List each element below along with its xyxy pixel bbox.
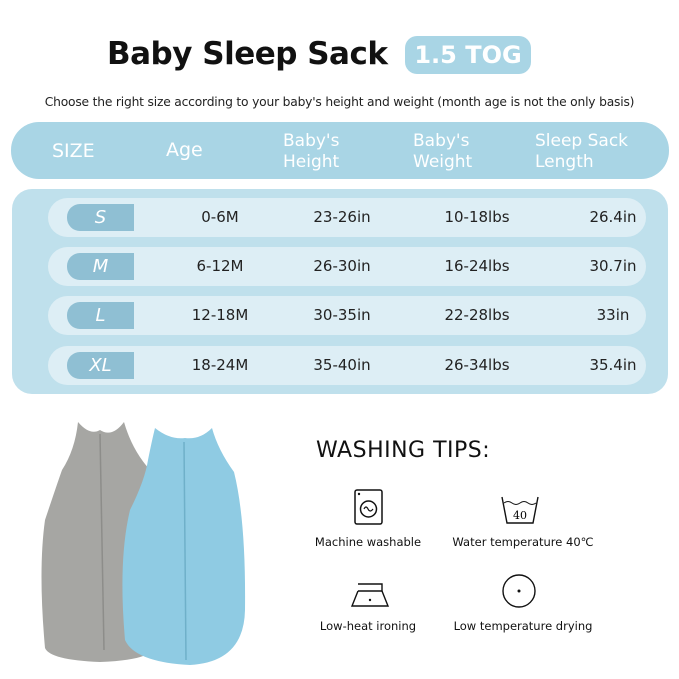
length-cell: 33in: [596, 306, 630, 324]
size-label: XL: [67, 352, 134, 379]
tumble-dry-low-icon: [502, 574, 536, 608]
age-cell: 12-18M: [191, 306, 249, 324]
page-title: Baby Sleep Sack: [107, 36, 388, 72]
header-length-line2: Length: [535, 152, 594, 172]
weight-cell: 16-24lbs: [444, 257, 510, 275]
washing-tips-title: WASHING TIPS:: [316, 438, 491, 463]
blue-sleep-sack: [122, 428, 246, 665]
wash-temp-value: 40: [513, 509, 527, 522]
header-height-line1: Baby's: [283, 131, 340, 151]
header-length-line1: Sleep Sack: [535, 131, 629, 151]
tip-low-temperature-drying: Low temperature drying: [453, 619, 593, 633]
wash-basin-40-icon: 40: [501, 496, 539, 524]
tip-water-temperature: Water temperature 40℃: [452, 535, 594, 549]
header-height: Baby's Height: [283, 131, 339, 173]
header-height-line2: Height: [283, 152, 340, 172]
size-table-header: SIZE Age Baby's Height Baby's Weight Sleep…: [11, 122, 669, 179]
weight-cell: 22-28lbs: [444, 306, 510, 324]
length-cell: 30.7in: [589, 257, 637, 275]
washing-machine-icon: [354, 489, 383, 525]
header-length: Sleep Sack Length: [535, 131, 628, 173]
size-guide-subtitle: Choose the right size according to your …: [44, 95, 635, 109]
length-cell: 35.4in: [589, 356, 637, 374]
header-weight: Baby's Weight: [413, 131, 472, 173]
height-cell: 26-30in: [313, 257, 371, 275]
tip-low-heat-ironing: Low-heat ironing: [319, 619, 417, 633]
sleep-sack-product-image: [41, 422, 246, 665]
table-row: M 6-12M 26-30in 16-24lbs 30.7in: [48, 247, 646, 286]
table-row: S 0-6M 23-26in 10-18lbs 26.4in: [48, 198, 646, 237]
size-table-body: S 0-6M 23-26in 10-18lbs 26.4in M 6-12M 2…: [12, 189, 668, 394]
weight-cell: 26-34lbs: [444, 356, 510, 374]
length-cell: 26.4in: [589, 208, 637, 226]
iron-low-heat-icon: [350, 583, 390, 607]
size-label: S: [67, 204, 134, 231]
header-weight-line1: Baby's: [413, 131, 470, 151]
header-age: Age: [166, 139, 203, 161]
height-cell: 30-35in: [313, 306, 371, 324]
height-cell: 23-26in: [313, 208, 371, 226]
age-cell: 6-12M: [196, 257, 244, 275]
weight-cell: 10-18lbs: [444, 208, 510, 226]
tip-machine-washable: Machine washable: [314, 535, 422, 549]
height-cell: 35-40in: [313, 356, 371, 374]
tog-badge: 1.5 TOG: [405, 36, 531, 74]
table-row: L 12-18M 30-35in 22-28lbs 33in: [48, 296, 646, 335]
size-label: L: [67, 302, 134, 329]
size-label: M: [67, 253, 134, 280]
header-size: SIZE: [52, 140, 95, 162]
header-weight-line2: Weight: [413, 152, 473, 172]
age-cell: 0-6M: [201, 208, 239, 226]
age-cell: 18-24M: [191, 356, 249, 374]
table-row: XL 18-24M 35-40in 26-34lbs 35.4in: [48, 346, 646, 385]
